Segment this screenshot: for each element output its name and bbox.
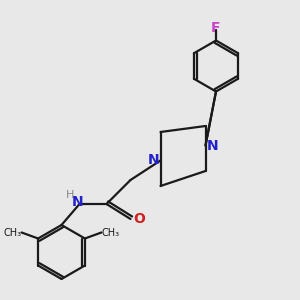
Text: H: H [66, 190, 75, 200]
Text: N: N [72, 196, 84, 209]
Text: N: N [206, 139, 218, 152]
Text: CH₃: CH₃ [101, 227, 119, 238]
Text: O: O [133, 212, 145, 226]
Text: N: N [148, 154, 160, 167]
Text: F: F [211, 22, 221, 35]
Text: CH₃: CH₃ [4, 227, 22, 238]
